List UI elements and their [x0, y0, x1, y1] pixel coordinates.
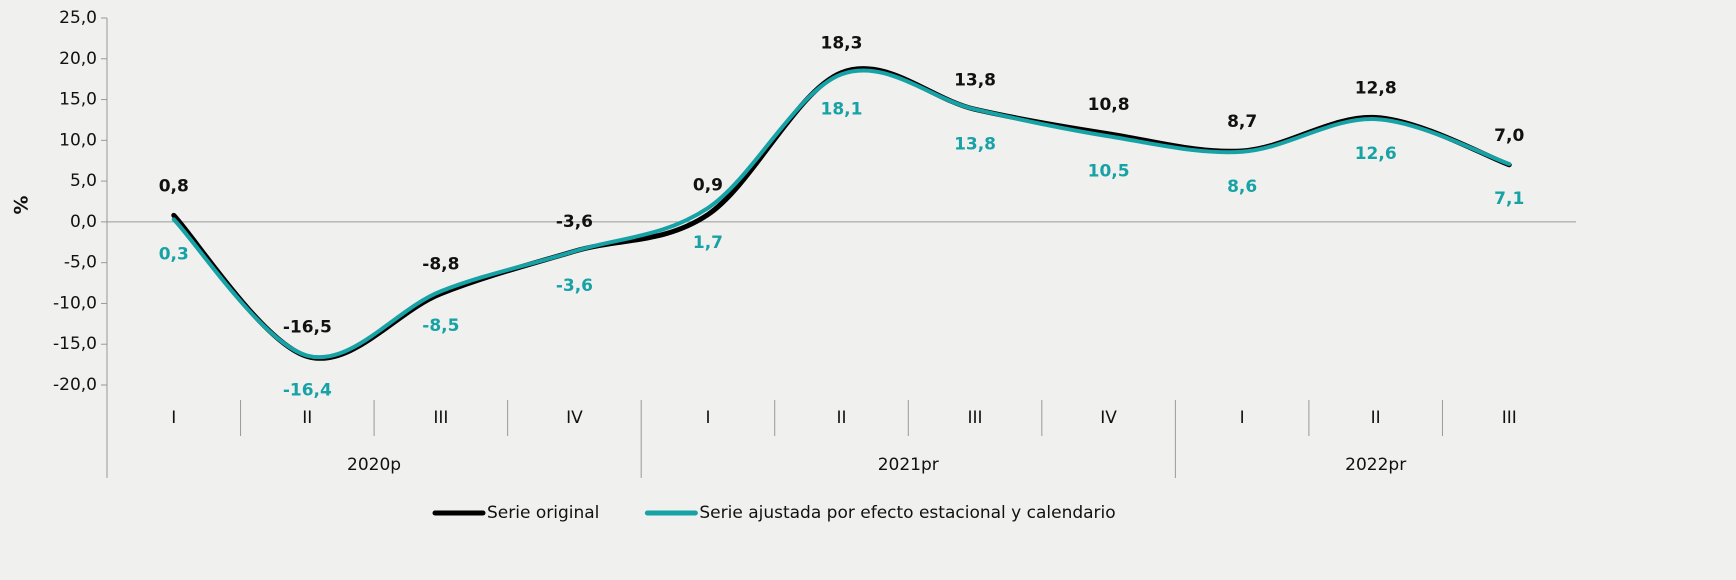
y-tick-label: 25,0	[59, 8, 97, 28]
y-axis-title: %	[11, 195, 33, 214]
legend-label: Serie original	[487, 503, 599, 523]
x-tick-label: II	[836, 408, 846, 428]
data-label: 18,1	[821, 99, 863, 119]
data-label: 13,8	[954, 134, 996, 154]
group-label: 2022pr	[1345, 455, 1406, 475]
y-tick-label: -15,0	[53, 334, 97, 354]
data-label: -16,5	[283, 317, 332, 337]
data-label: -3,6	[556, 212, 593, 232]
data-label: 13,8	[954, 70, 996, 90]
x-tick-label: IV	[566, 408, 583, 428]
series-line	[171, 68, 1512, 360]
data-label: 7,0	[1494, 126, 1524, 146]
data-label: 12,8	[1355, 78, 1397, 98]
y-tick-label: 0,0	[70, 212, 97, 232]
y-tick-label: -10,0	[53, 293, 97, 313]
data-label: 1,7	[693, 233, 723, 253]
x-tick-label: III	[968, 408, 983, 428]
x-tick-label: III	[1502, 408, 1517, 428]
data-label: -8,8	[422, 255, 459, 275]
data-label: 18,3	[821, 34, 863, 54]
data-label: 0,3	[159, 244, 189, 264]
data-label: -16,4	[283, 381, 332, 401]
data-label: 8,6	[1227, 177, 1257, 197]
y-tick-label: 10,0	[59, 130, 97, 150]
group-label: 2021pr	[878, 455, 939, 475]
x-tick-label: I	[171, 408, 176, 428]
y-tick-label: -20,0	[53, 375, 97, 395]
x-tick-label: I	[705, 408, 710, 428]
legend-label: Serie ajustada por efecto estacional y c…	[699, 503, 1115, 523]
data-label: 0,9	[693, 176, 723, 196]
y-tick-label: 15,0	[59, 90, 97, 110]
data-label: 0,8	[159, 176, 189, 196]
y-tick-label: 5,0	[70, 171, 97, 191]
data-label: 10,8	[1088, 95, 1130, 115]
x-tick-label: IV	[1100, 408, 1117, 428]
group-label: 2020p	[347, 455, 401, 475]
y-tick-label: 20,0	[59, 49, 97, 69]
data-label: 7,1	[1494, 189, 1524, 209]
data-label: -8,5	[422, 316, 459, 336]
x-tick-label: II	[1371, 408, 1381, 428]
data-label: 10,5	[1088, 161, 1130, 181]
data-label: -3,6	[556, 276, 593, 296]
x-tick-label: III	[433, 408, 448, 428]
x-tick-label: I	[1240, 408, 1245, 428]
y-tick-label: -5,0	[64, 253, 97, 273]
data-label: 12,6	[1355, 144, 1397, 164]
data-label: 8,7	[1227, 112, 1257, 132]
x-tick-label: II	[302, 408, 312, 428]
